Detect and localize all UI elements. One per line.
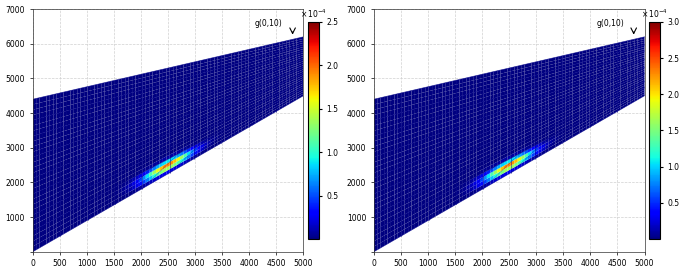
Text: g(0,10): g(0,10)	[596, 19, 624, 28]
Title: $\times\,10^{-4}$: $\times\,10^{-4}$	[640, 7, 668, 20]
Text: g(0,10): g(0,10)	[255, 19, 283, 28]
Title: $\times\,10^{-4}$: $\times\,10^{-4}$	[299, 7, 327, 20]
